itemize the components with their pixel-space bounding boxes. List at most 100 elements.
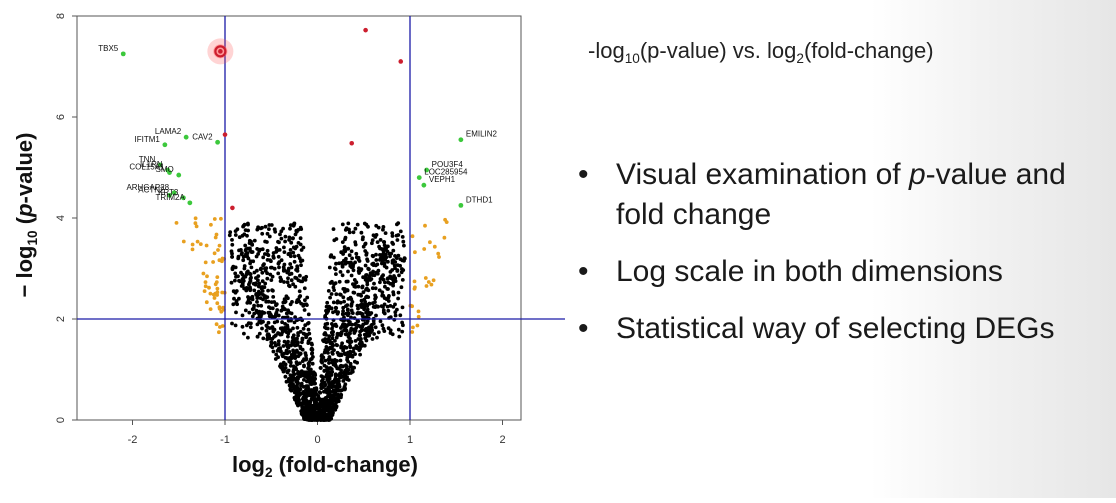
not-significant-point: [324, 340, 329, 345]
not-significant-point: [330, 380, 335, 384]
not-significant-point: [291, 223, 296, 228]
not-significant-point: [282, 280, 286, 284]
not-significant-point: [335, 366, 340, 371]
not-significant-point: [328, 295, 332, 300]
not-significant-point: [296, 376, 300, 380]
not-significant-point: [334, 272, 338, 276]
not-significant-point: [381, 227, 385, 232]
not-significant-point: [353, 242, 358, 247]
not-significant-point: [250, 297, 255, 302]
not-significant-point: [296, 278, 301, 283]
not-significant-point: [306, 361, 311, 366]
not-significant-point: [378, 280, 382, 285]
not-significant-point: [379, 304, 384, 308]
gene-label: POU3F4: [432, 160, 464, 169]
not-significant-point: [231, 302, 236, 307]
not-significant-point: [290, 236, 295, 241]
not-significant-point: [365, 304, 370, 308]
not-significant-point: [345, 323, 350, 328]
not-significant-point: [358, 329, 362, 334]
x-tick-label: -1: [220, 434, 230, 446]
not-significant-point: [340, 222, 345, 227]
not-significant-point: [381, 273, 385, 278]
not-significant-point: [319, 383, 323, 387]
not-significant-point: [342, 299, 346, 304]
not-significant-point: [382, 311, 387, 316]
bullet-text: Log scale in both dimensions: [616, 255, 1003, 288]
not-significant-point: [280, 320, 284, 325]
not-significant-point: [342, 258, 346, 263]
not-significant-point: [386, 295, 391, 300]
not-significant-point: [308, 411, 313, 415]
not-significant-point: [326, 306, 331, 311]
highlight-point: [363, 27, 368, 33]
not-significant-point: [313, 397, 318, 401]
not-significant-point: [237, 296, 241, 301]
not-significant-point: [281, 344, 286, 348]
not-significant-point: [309, 388, 314, 392]
not-significant-point: [298, 273, 302, 278]
not-significant-point: [233, 323, 238, 328]
not-significant-point: [393, 310, 398, 315]
not-significant-point: [279, 236, 284, 241]
not-significant-point: [359, 337, 363, 341]
labeled-gene-point: [416, 175, 422, 181]
not-significant-point: [304, 387, 308, 392]
not-significant-point: [340, 240, 345, 245]
not-significant-point: [350, 311, 355, 315]
not-significant-point: [283, 374, 288, 379]
not-significant-point: [305, 332, 310, 337]
not-significant-point: [307, 400, 312, 405]
not-significant-point: [360, 237, 365, 242]
not-significant-point: [365, 286, 369, 291]
not-significant-point: [310, 406, 315, 411]
not-significant-point: [271, 315, 276, 319]
labeled-gene-point: [167, 192, 172, 198]
not-significant-point: [402, 258, 406, 263]
not-significant-point: [378, 246, 382, 251]
not-significant-point: [321, 404, 325, 409]
not-significant-point: [305, 384, 310, 389]
not-significant-point: [378, 319, 383, 324]
not-significant-point: [256, 284, 261, 289]
significant-small-fc-point: [212, 251, 217, 256]
not-significant-point: [320, 360, 324, 365]
not-significant-point: [346, 311, 351, 316]
volcano-plot: -2 -1 0 1 2 0 2 4 6 8 TBX5 LAMA2 CAV2 IFITM1 TNN IL1RN…: [12, 13, 565, 480]
not-significant-point: [266, 299, 271, 304]
not-significant-point: [372, 281, 376, 286]
not-significant-point: [355, 311, 360, 316]
not-significant-point: [340, 264, 345, 269]
not-significant-point: [241, 224, 246, 229]
not-significant-point: [260, 270, 265, 275]
not-significant-point: [402, 243, 406, 248]
not-significant-point: [286, 331, 291, 336]
y-label-subscript: 10: [24, 230, 40, 246]
x-label-subscript: 2: [264, 464, 273, 480]
not-significant-point: [282, 245, 286, 250]
not-significant-point: [291, 383, 295, 388]
not-significant-point: [329, 373, 334, 377]
not-significant-point: [326, 289, 331, 293]
not-significant-point: [329, 370, 334, 374]
not-significant-point: [381, 326, 386, 331]
significant-small-fc-point: [423, 223, 427, 228]
not-significant-point: [337, 394, 342, 399]
not-significant-point: [291, 378, 295, 382]
not-significant-point: [396, 290, 401, 295]
not-significant-point: [296, 297, 301, 302]
labeled-gene-point: [162, 142, 168, 148]
not-significant-point: [301, 326, 306, 331]
not-significant-point: [373, 234, 378, 239]
not-significant-point: [396, 327, 401, 332]
gene-label: TNN: [139, 155, 156, 164]
significant-small-fc-point: [190, 242, 195, 247]
not-significant-point: [266, 288, 270, 293]
not-significant-point: [291, 326, 295, 331]
not-significant-point: [329, 385, 334, 389]
not-significant-point: [247, 310, 252, 315]
not-significant-point: [286, 276, 290, 281]
not-significant-point: [333, 266, 337, 271]
not-significant-point: [289, 271, 294, 276]
not-significant-point: [318, 366, 323, 370]
